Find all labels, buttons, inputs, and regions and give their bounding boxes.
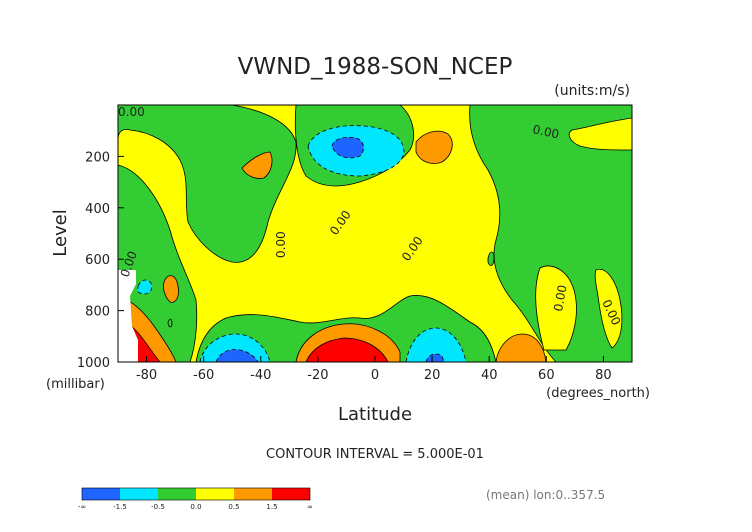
orange-region-w200 [241,151,273,179]
cyan-region-n20-bottom [405,327,467,362]
y-axis-label: Level [50,209,71,257]
blue-core-s15-top [331,136,364,159]
x-tick-label: -40 [250,368,271,383]
colorbar-label: -∞ [78,503,86,511]
colorbar-label: 0.0 [190,503,201,511]
x-tick-label: 60 [538,368,555,383]
blue-core-s50-bottom [215,349,259,362]
x-axis-label: Latitude [338,404,412,425]
x-tick-label: 0 [371,368,379,383]
colorbar-swatch [82,488,120,500]
units-label: (units:m/s) [554,83,630,99]
colorbar-label: -0.5 [151,503,165,511]
colorbar-label: -1.5 [113,503,127,511]
green-region-east [469,105,632,362]
mean-note: (mean) lon:0..357.5 [486,488,605,502]
green-island-n40 [487,251,495,266]
yellow-region-east-c [594,268,623,349]
colorbar-swatch [234,488,272,500]
y-tick-label: 200 [85,150,110,165]
chart-title: VWND_1988-SON_NCEP [238,54,513,80]
y-tick-label: 400 [85,202,110,217]
red-region-s15-bottom [305,337,389,362]
colorbar: -∞ -1.5 -0.5 0.0 0.5 1.5 ∞ [78,487,313,511]
x-tick-label: 40 [481,368,498,383]
y-tick-label: 600 [85,253,110,268]
y-tick-label: 1000 [77,356,110,371]
colorbar-frame [81,487,311,501]
contour-label-6: 0.00 [551,284,569,313]
cyan-region-s50-bottom [199,333,271,362]
x-axis: -80 -60 -40 -20 0 20 40 60 80 [136,356,612,383]
contour-interval-note: CONTOUR INTERVAL = 5.000E-01 [266,447,484,462]
colorbar-label: 0.5 [228,503,239,511]
colorbar-swatch [120,488,158,500]
yellow-region-east-b [535,265,577,351]
x-tick-label: 20 [424,368,441,383]
x-tick-label: -20 [307,368,328,383]
missing-data-region [118,270,138,362]
y-tick-label: 800 [85,305,110,320]
x-axis-units: (degrees_north) [546,386,650,401]
colorbar-label: 1.5 [266,503,277,511]
orange-region-w75 [163,275,179,303]
contour-plot [118,105,632,362]
y-axis: 200 400 600 800 1000 [77,150,124,371]
x-tick-label: -60 [193,368,214,383]
colorbar-label: ∞ [307,503,313,511]
yellow-region-east-a [568,117,632,151]
colorbar-swatch [272,488,310,500]
colorbar-swatch [158,488,196,500]
y-axis-units: (millibar) [46,377,105,392]
x-tick-label: -80 [136,368,157,383]
contour-label-1: 0.00 [531,122,560,141]
cyan-region-s80-small [137,279,153,295]
orange-region-n50-bottom [495,333,547,362]
blue-core-n20-bottom [425,353,445,362]
contour-label-0: 0.00 [118,105,145,119]
contour-label-2: 0.00 [274,231,288,258]
green-island-w65 [167,318,173,328]
orange-region-n20-top [415,130,453,164]
x-tick-label: 80 [595,368,612,383]
colorbar-swatch [196,488,234,500]
